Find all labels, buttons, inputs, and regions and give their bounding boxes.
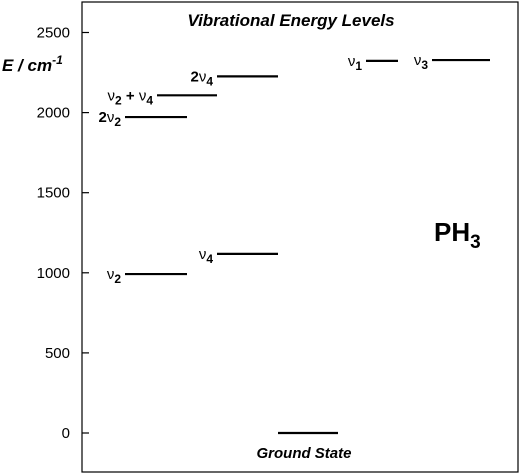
level-label-nu1: ν1 <box>348 53 363 73</box>
y-axis-ticks: 0 500 1000 1500 2000 2500 <box>37 25 89 442</box>
y-tick-label: 2000 <box>37 105 70 122</box>
level-label-nu2-plus-nu4: ν2 + ν4 <box>108 87 154 107</box>
y-tick-label: 1000 <box>37 265 70 282</box>
level-label-nu3: ν3 <box>414 52 429 72</box>
level-label-2nu4: 2ν4 <box>190 68 213 88</box>
molecule-label: PH3 <box>434 217 481 253</box>
y-tick-label: 2500 <box>37 25 70 42</box>
y-tick-label: 1500 <box>37 185 70 202</box>
y-tick-label: 0 <box>62 425 70 442</box>
level-label-2nu2: 2ν2 <box>98 109 121 129</box>
chart-title: Vibrational Energy Levels <box>187 11 394 30</box>
level-label-nu4: ν4 <box>199 246 214 266</box>
level-label-nu2: ν2 <box>107 266 122 286</box>
y-axis-label: E / cm-1 <box>2 53 63 75</box>
plot-frame <box>81 1 519 473</box>
y-tick-label: 500 <box>45 345 70 362</box>
level-label-ground: Ground State <box>256 445 351 462</box>
